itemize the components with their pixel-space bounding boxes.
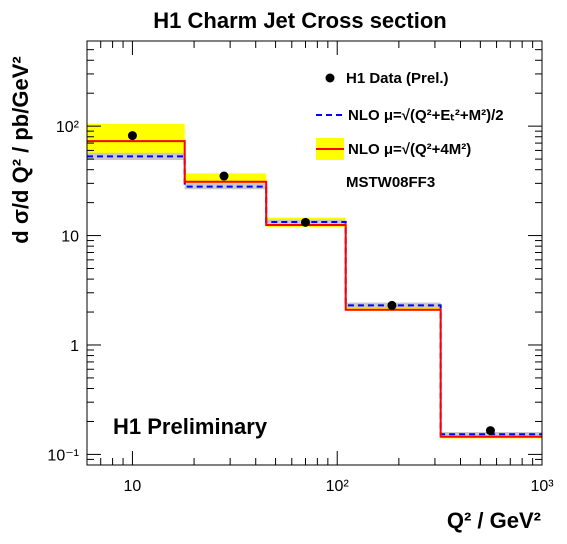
x-axis-label: Q² / GeV² xyxy=(447,508,541,533)
legend-data-label: H1 Data (Prel.) xyxy=(346,70,449,87)
band-red-bin-0 xyxy=(87,123,185,155)
x-tick-label: 10³ xyxy=(530,478,554,495)
preliminary-annotation: H1 Preliminary xyxy=(113,414,268,439)
data-point-3 xyxy=(387,300,397,310)
legend-data-marker xyxy=(325,73,335,83)
data-point-2 xyxy=(300,217,310,227)
y-axis-label: d σ/d Q² / pb/GeV² xyxy=(8,56,33,243)
y-tick-label: 10 xyxy=(61,229,79,246)
data-point-1 xyxy=(219,171,229,181)
band-blue-bin-0 xyxy=(87,152,185,161)
chart-title: H1 Charm Jet Cross section xyxy=(153,8,446,33)
y-tick-label: 10² xyxy=(56,119,80,136)
y-tick-label: 10⁻¹ xyxy=(47,447,79,464)
legend-red-label: NLO μ=√(Q²+4M²) xyxy=(348,141,471,158)
nlo-red-solid-line xyxy=(87,140,542,438)
y-tick-label: 1 xyxy=(70,338,79,355)
data-point-0 xyxy=(127,131,137,141)
band-blue-bin-1 xyxy=(184,183,267,190)
nlo-blue-dashed-line xyxy=(87,155,542,436)
x-tick-label: 10² xyxy=(326,478,350,495)
plot-frame xyxy=(86,40,543,466)
x-tick-label: 10 xyxy=(124,478,142,495)
legend-blue-label: NLO μ=√(Q²+Eₜ²+M²)/2 xyxy=(348,107,504,124)
legend-pdf-label: MSTW08FF3 xyxy=(346,174,435,191)
data-point-4 xyxy=(485,426,495,436)
